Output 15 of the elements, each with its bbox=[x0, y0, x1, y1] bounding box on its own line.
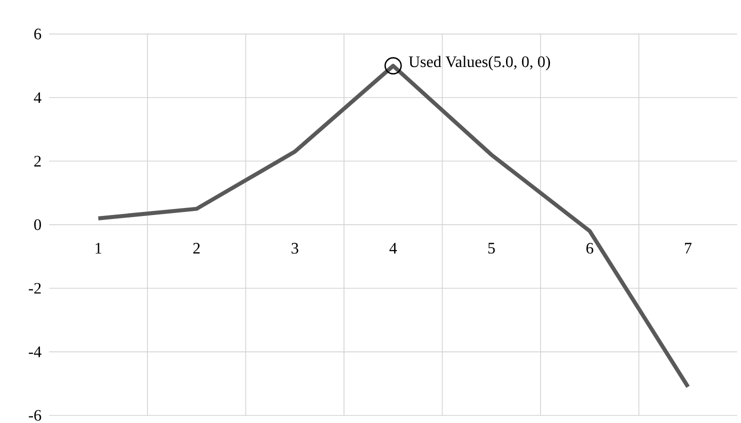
x-tick-label: 4 bbox=[389, 242, 397, 254]
y-tick-label: 0 bbox=[34, 219, 41, 230]
y-tick-label: -2 bbox=[28, 282, 41, 294]
x-tick-label: 3 bbox=[292, 242, 298, 254]
y-tick-label: -6 bbox=[28, 410, 42, 421]
x-tick-label: 6 bbox=[586, 242, 594, 254]
y-tick-label: 6 bbox=[34, 28, 42, 40]
y-tick-label: 2 bbox=[34, 156, 41, 166]
x-tick-label: 5 bbox=[488, 242, 495, 254]
x-tick-label: 7 bbox=[685, 242, 692, 254]
y-tick-label: 4 bbox=[34, 92, 42, 103]
annotation: Used Values(5.0, 0, 0) bbox=[408, 56, 550, 70]
y-tick-label: -4 bbox=[28, 346, 42, 358]
x-tick-label: 1 bbox=[96, 242, 102, 254]
x-tick-label: 2 bbox=[193, 242, 200, 254]
